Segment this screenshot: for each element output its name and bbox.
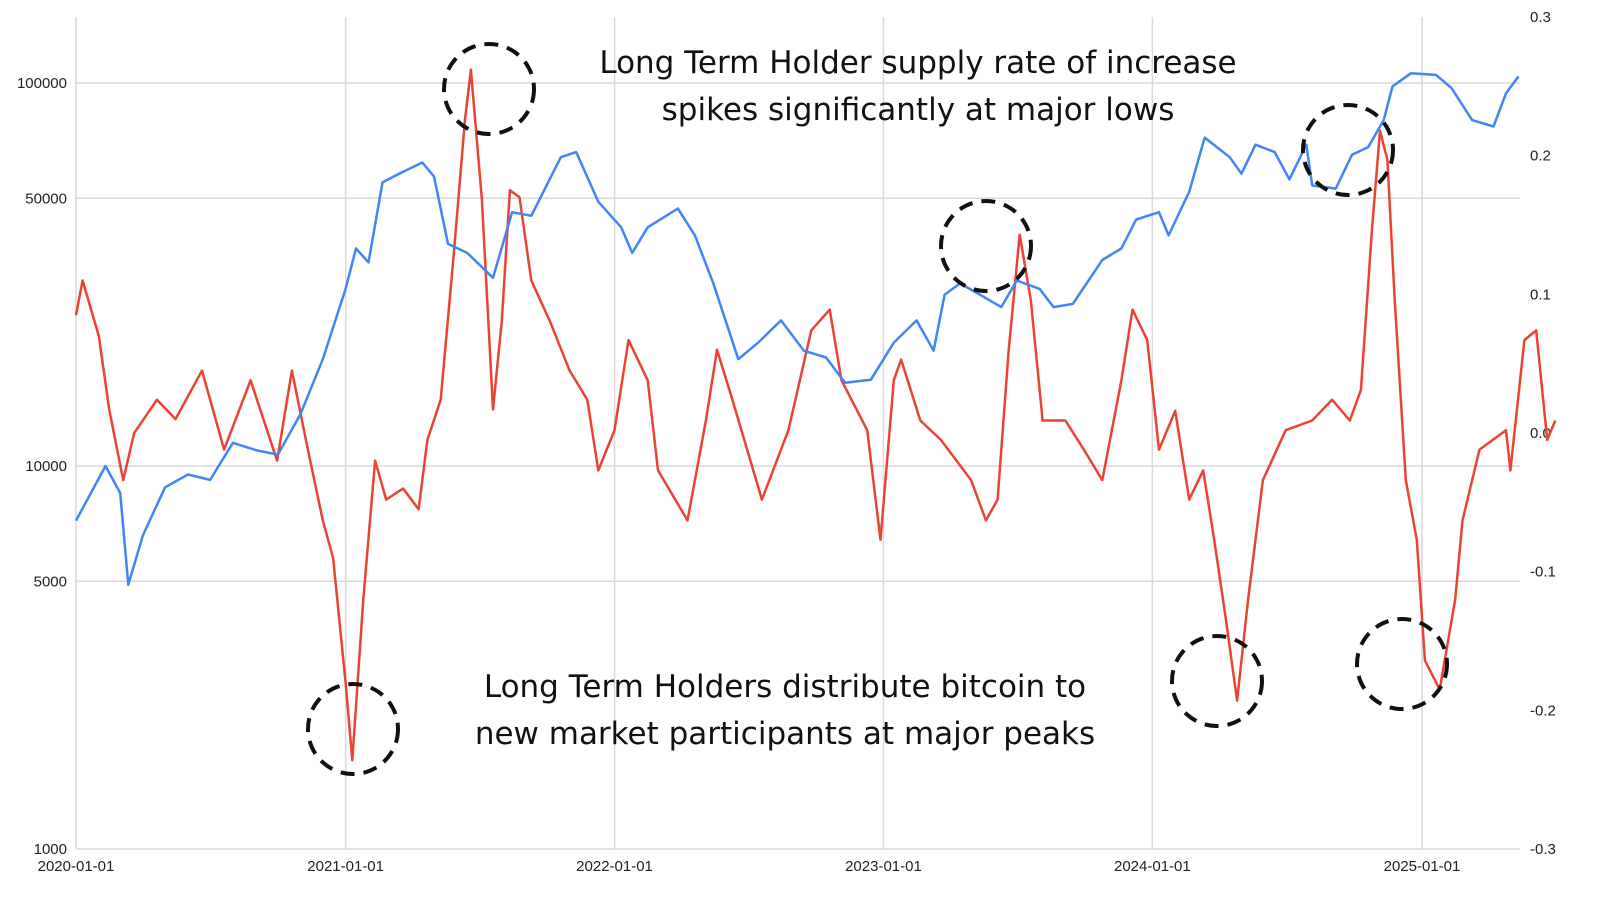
annotation-bottom-line-1: Long Term Holders distribute bitcoin to: [484, 669, 1086, 705]
highlight-circle-2021-bottom: [306, 682, 400, 776]
gridlines: [75, 17, 1520, 850]
right-axis-ticks: 0.30.20.10.0-0.1-0.2-0.3: [1530, 9, 1556, 858]
series-lines: [74, 68, 1557, 762]
highlight-circles: [306, 42, 1449, 776]
highlight-circle-2025-bottom: [1355, 617, 1449, 711]
right-tick-label: -0.2: [1530, 702, 1556, 719]
price-series-line: [74, 72, 1520, 586]
highlight-circle-2024-top: [1301, 103, 1395, 197]
annotation-top-line-1: Long Term Holder supply rate of increase: [599, 45, 1236, 81]
annotation-bottom-line-2: new market participants at major peaks: [475, 716, 1095, 752]
right-tick-label: -0.1: [1530, 564, 1556, 581]
x-tick-label: 2023-01-01: [845, 858, 922, 875]
left-tick-label: 50000: [25, 190, 67, 207]
x-tick-label: 2022-01-01: [576, 858, 653, 875]
right-tick-label: -0.3: [1530, 841, 1556, 858]
highlight-circle-2024-bottom: [1170, 634, 1264, 728]
annotation-top-line-2: spikes significantly at major lows: [662, 92, 1175, 128]
left-tick-label: 10000: [25, 458, 67, 475]
x-tick-label: 2020-01-01: [38, 858, 115, 875]
right-tick-label: 0.1: [1530, 286, 1551, 303]
left-tick-label: 1000: [34, 841, 67, 858]
left-axis-ticks: 1000 5000 10000 50000 100000: [17, 75, 67, 858]
x-tick-label: 2024-01-01: [1114, 858, 1191, 875]
highlight-circle-2021-top: [442, 42, 536, 136]
left-tick-label: 100000: [17, 75, 67, 92]
x-axis-ticks: 2020-01-01 2021-01-01 2022-01-01 2023-01-01…: [38, 858, 1461, 875]
right-tick-label: 0.2: [1530, 148, 1551, 165]
x-tick-label: 2021-01-01: [307, 858, 384, 875]
highlight-circle-2023-top: [939, 199, 1033, 293]
supply-rate-series-line: [74, 68, 1557, 762]
x-tick-label: 2025-01-01: [1384, 858, 1461, 875]
right-tick-label: 0.3: [1530, 9, 1551, 26]
left-tick-label: 5000: [34, 573, 67, 590]
